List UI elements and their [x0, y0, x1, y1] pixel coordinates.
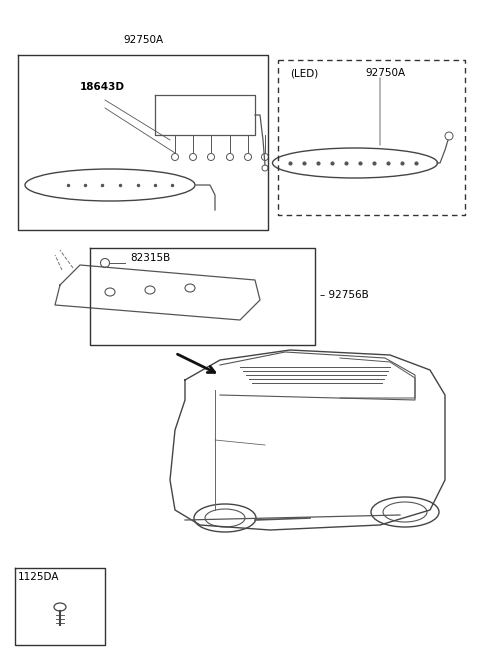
Text: 92750A: 92750A: [123, 35, 163, 45]
Text: 1125DA: 1125DA: [18, 572, 60, 582]
Text: – 92756B: – 92756B: [320, 290, 369, 300]
Text: (LED): (LED): [290, 68, 318, 78]
Text: 92750A: 92750A: [365, 68, 405, 78]
Text: 82315B: 82315B: [130, 253, 170, 263]
Text: 18643D: 18643D: [80, 82, 125, 92]
